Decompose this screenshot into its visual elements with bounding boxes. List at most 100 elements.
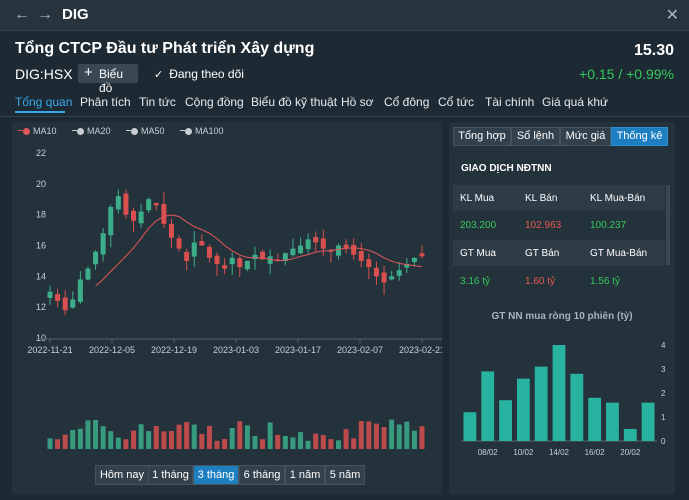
gt-buy-value: 3.16 tỷ bbox=[460, 276, 491, 287]
volume-bar bbox=[298, 432, 304, 449]
range-today[interactable]: Hôm nay bbox=[95, 465, 149, 485]
tab-technical-chart[interactable]: Biểu đồ kỹ thuật bbox=[251, 95, 338, 109]
tab-overview[interactable]: Tổng quan bbox=[15, 95, 73, 109]
range-5-years[interactable]: 5 năm bbox=[325, 465, 365, 485]
candle bbox=[237, 256, 243, 277]
arrow-left-icon[interactable]: ← bbox=[14, 6, 30, 23]
net-buy-bar[interactable] bbox=[481, 371, 495, 441]
price-x-tick: 2023-01-17 bbox=[275, 345, 321, 355]
candle bbox=[93, 250, 99, 270]
volume-bar bbox=[275, 434, 281, 449]
range-1-year[interactable]: 1 năm bbox=[285, 465, 325, 485]
net-buy-y-tick: 2 bbox=[661, 389, 666, 398]
volume-bar bbox=[146, 431, 152, 449]
tab-analysis[interactable]: Phân tích bbox=[80, 95, 131, 109]
candle bbox=[176, 235, 182, 252]
close-icon[interactable]: ✕ bbox=[665, 7, 679, 24]
tab-dividends[interactable]: Cổ tức bbox=[438, 95, 475, 109]
tab-order-book[interactable]: Sổ lệnh bbox=[511, 127, 560, 146]
candle bbox=[267, 249, 273, 275]
candle bbox=[411, 257, 417, 267]
net-buy-bar[interactable] bbox=[570, 373, 584, 441]
volume-header-row bbox=[453, 185, 665, 211]
ticker-label: DIG:HSX bbox=[15, 66, 73, 82]
volume-bar bbox=[313, 433, 319, 449]
net-buy-bar[interactable] bbox=[516, 378, 530, 441]
candle bbox=[100, 227, 106, 262]
tab-summary[interactable]: Tổng hợp bbox=[453, 127, 511, 146]
volume-bar bbox=[320, 435, 326, 449]
legend-ma20[interactable]: MA20 bbox=[72, 126, 111, 136]
candle bbox=[214, 252, 220, 276]
candle bbox=[47, 285, 53, 305]
candle bbox=[244, 260, 250, 272]
range-3-months[interactable]: 3 tháng bbox=[193, 465, 239, 485]
volume-bar bbox=[381, 427, 387, 449]
volume-bar bbox=[55, 439, 61, 449]
chart-button[interactable]: + Biểu đồ bbox=[78, 64, 138, 95]
net-buy-bar[interactable] bbox=[552, 345, 566, 441]
candle bbox=[282, 252, 288, 266]
volume-bar bbox=[131, 430, 137, 449]
candle bbox=[313, 231, 319, 252]
legend-ma100[interactable]: MA100 bbox=[180, 126, 224, 136]
volume-bar bbox=[411, 430, 417, 449]
tab-shareholders[interactable]: Cổ đông bbox=[384, 95, 430, 109]
net-buy-bar[interactable] bbox=[588, 397, 602, 441]
tab-profile[interactable]: Hồ sơ bbox=[341, 95, 374, 109]
net-buy-bar[interactable] bbox=[623, 429, 637, 441]
candle bbox=[298, 237, 304, 255]
volume-bar bbox=[252, 435, 258, 449]
net-buy-bar[interactable] bbox=[534, 366, 548, 441]
price-x-axis: 2022-11-21 2022-12-05 2022-12-19 2023-01-03… bbox=[27, 339, 442, 355]
plus-icon: + bbox=[84, 64, 93, 81]
volume-bar bbox=[305, 440, 311, 449]
net-buy-bar[interactable] bbox=[499, 400, 512, 441]
price-x-tick: 2022-12-19 bbox=[151, 345, 197, 355]
tab-price-history[interactable]: Giá quá khứ bbox=[542, 95, 609, 109]
net-buy-bars bbox=[463, 345, 655, 441]
price-y-tick: 22 bbox=[36, 148, 46, 158]
volume-bar bbox=[199, 433, 205, 449]
legend-ma10[interactable]: MA10 bbox=[18, 126, 57, 136]
foreign-trading-title: GIAO DỊCH NĐTNN bbox=[461, 163, 552, 174]
range-1-month[interactable]: 1 tháng bbox=[148, 465, 193, 485]
kl-net-header: KL Mua-Bán bbox=[590, 193, 646, 204]
candle bbox=[146, 197, 152, 213]
gt-sell-header: GT Bán bbox=[525, 248, 560, 259]
volume-bar bbox=[366, 421, 372, 449]
tab-community[interactable]: Cộng đồng bbox=[185, 95, 244, 109]
kl-buy-value: 203.200 bbox=[460, 220, 497, 231]
volume-bar bbox=[373, 423, 379, 449]
net-buy-bar[interactable] bbox=[641, 402, 655, 441]
tab-price-levels[interactable]: Mức giá bbox=[560, 127, 611, 146]
ma10-line bbox=[95, 214, 423, 287]
volume-bar bbox=[282, 435, 288, 449]
price-x-tick: 2023-02-07 bbox=[337, 345, 383, 355]
candle bbox=[153, 202, 159, 211]
candle bbox=[62, 290, 68, 316]
candle bbox=[404, 257, 410, 274]
tab-news[interactable]: Tin tức bbox=[139, 95, 176, 109]
tab-financials[interactable]: Tài chính bbox=[485, 95, 535, 109]
net-buy-chart[interactable]: 4 3 2 1 0 08/02 10/02 14/02 16/02 20/02 bbox=[449, 330, 675, 460]
volume-bar bbox=[191, 424, 197, 449]
follow-toggle[interactable]: ✓ Đang theo dõi bbox=[154, 67, 244, 81]
arrow-right-icon[interactable]: → bbox=[37, 6, 53, 23]
legend-ma50[interactable]: MA50 bbox=[126, 126, 165, 136]
stats-scrollbar[interactable] bbox=[666, 185, 670, 265]
net-buy-bar[interactable] bbox=[606, 402, 619, 441]
candle bbox=[373, 261, 379, 286]
net-buy-bar[interactable] bbox=[463, 412, 477, 441]
volume-series bbox=[47, 419, 425, 449]
tab-statistics[interactable]: Thống kê bbox=[611, 127, 668, 146]
window-topbar: ← → DIG ✕ bbox=[0, 0, 689, 31]
volume-bar bbox=[290, 437, 296, 449]
price-change: +0.15 / +0.99% bbox=[579, 66, 674, 82]
volume-bar bbox=[138, 424, 144, 449]
candle bbox=[55, 288, 61, 308]
candle bbox=[389, 270, 395, 281]
volume-bar bbox=[100, 426, 106, 449]
range-6-months[interactable]: 6 tháng bbox=[239, 465, 285, 485]
